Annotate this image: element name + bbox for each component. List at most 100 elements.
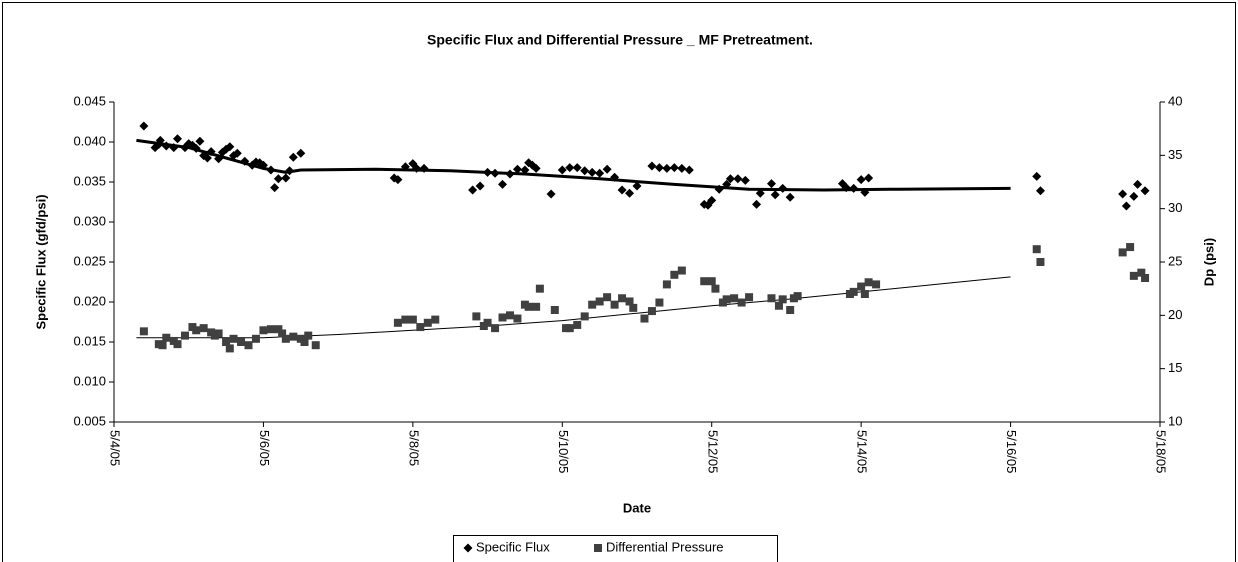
y2-tick-label: 30 [1168, 200, 1182, 215]
trend-line [136, 138, 1011, 192]
y2-tick-label: 15 [1168, 360, 1182, 375]
x-tick-label: 5/14/05 [855, 430, 870, 473]
data-point [505, 169, 515, 179]
data-point [498, 313, 507, 322]
data-point [180, 331, 189, 340]
data-point [725, 174, 735, 184]
data-point [707, 195, 717, 205]
data-point [393, 175, 403, 185]
data-point [617, 185, 627, 195]
data-point [662, 163, 672, 173]
data-point [580, 166, 590, 176]
data-point [669, 163, 679, 173]
data-point [595, 297, 604, 306]
data-point [785, 192, 795, 202]
data-point [841, 183, 851, 193]
data-point [860, 187, 870, 197]
data-point [393, 318, 402, 327]
data-point [849, 287, 858, 296]
data-point [755, 188, 765, 198]
data-point [700, 277, 709, 286]
data-point [139, 121, 149, 131]
data-point [169, 143, 179, 153]
data-point [225, 344, 234, 353]
data-point [266, 325, 275, 334]
data-point [278, 329, 287, 338]
data-point [281, 334, 290, 343]
y-tick-label: 0.045 [73, 93, 106, 108]
data-point [565, 324, 574, 333]
data-point [565, 163, 575, 173]
legend-label: Differential Pressure [606, 539, 724, 554]
data-point [139, 327, 148, 336]
x-tick-label: 5/16/05 [1004, 430, 1019, 473]
data-point [1133, 179, 1143, 189]
data-point [192, 326, 201, 335]
legend-label: Specific Flux [476, 539, 550, 554]
data-point [857, 282, 866, 291]
y2-tick-label: 40 [1168, 93, 1182, 108]
data-point [472, 312, 481, 321]
y-tick-label: 0.005 [73, 413, 106, 428]
data-point [778, 183, 788, 193]
data-point [214, 329, 223, 338]
data-point [229, 334, 238, 343]
data-point [647, 161, 657, 171]
data-point [206, 147, 216, 157]
data-point [416, 323, 425, 332]
data-point [419, 163, 429, 173]
data-point [625, 188, 635, 198]
data-point [872, 280, 881, 289]
data-point [647, 307, 656, 316]
x-tick-label: 5/12/05 [705, 430, 720, 473]
data-point [1036, 258, 1045, 266]
data-point [618, 294, 627, 303]
data-point [770, 190, 780, 200]
data-point [300, 338, 309, 346]
data-point [1032, 171, 1042, 181]
data-point [237, 338, 246, 346]
y-tick-label: 0.015 [73, 333, 106, 348]
data-point [281, 173, 291, 183]
data-point [752, 199, 762, 209]
data-point [214, 154, 224, 164]
data-point [745, 293, 754, 302]
data-point [222, 338, 231, 346]
data-point [572, 163, 582, 173]
data-point [684, 165, 694, 175]
data-point [737, 298, 746, 307]
data-point [408, 315, 417, 324]
data-point [722, 179, 732, 189]
data-point [173, 340, 182, 349]
y-tick-label: 0.020 [73, 293, 106, 308]
data-point [603, 293, 612, 302]
data-point [491, 324, 500, 333]
data-point [588, 300, 597, 309]
data-point [270, 183, 280, 193]
x-tick-label: 5/18/05 [1154, 430, 1169, 473]
data-point [1118, 189, 1128, 199]
data-point [602, 164, 612, 174]
data-point [730, 294, 739, 303]
data-point [774, 301, 783, 310]
data-point [856, 175, 866, 185]
x-tick-label: 5/6/05 [257, 430, 272, 466]
data-point [640, 314, 649, 323]
data-point [258, 160, 268, 170]
data-point [520, 165, 530, 175]
legend-marker [463, 543, 473, 553]
data-point [423, 318, 432, 327]
data-point [1032, 245, 1041, 254]
data-point [498, 179, 508, 189]
data-point [161, 141, 171, 151]
data-point [158, 341, 167, 350]
data-point [707, 277, 716, 286]
y-tick-label: 0.040 [73, 133, 106, 148]
data-point [733, 174, 743, 184]
data-point [632, 181, 642, 191]
data-point [244, 341, 253, 350]
data-point [173, 134, 183, 144]
data-point [714, 184, 724, 194]
